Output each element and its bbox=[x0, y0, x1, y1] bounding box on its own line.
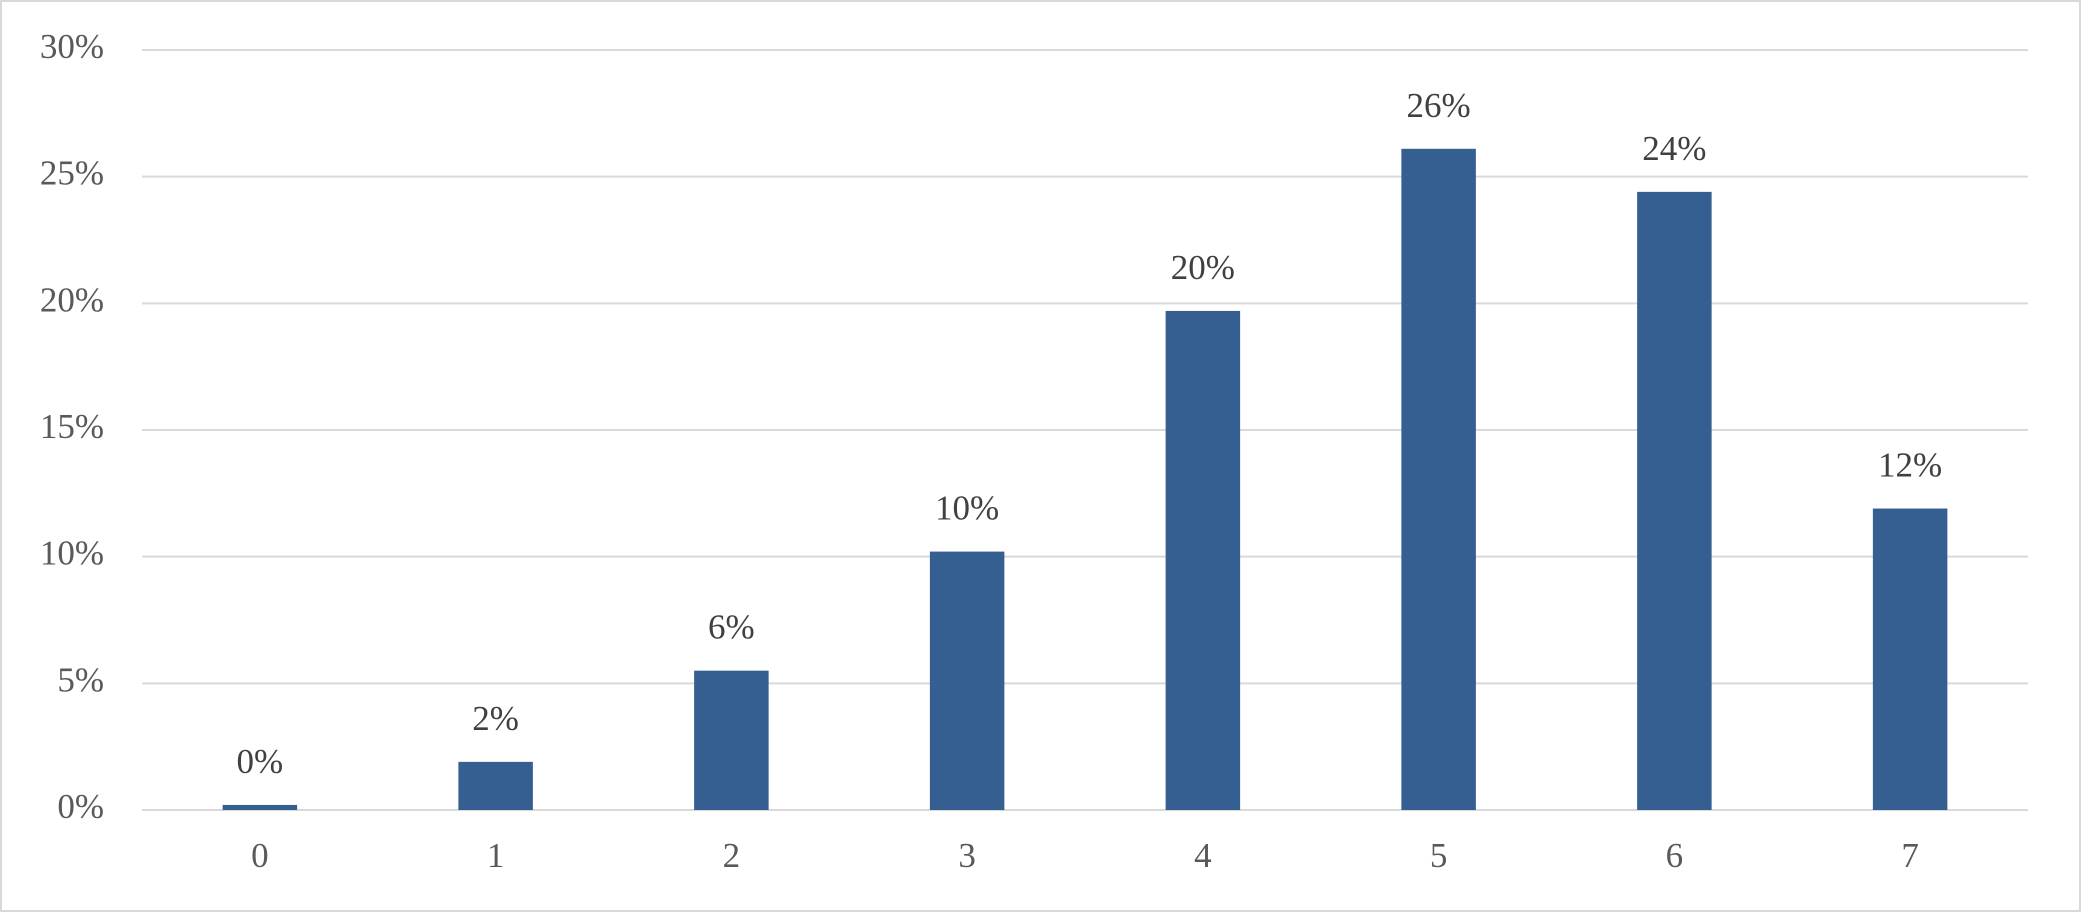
value-label: 10% bbox=[935, 489, 999, 528]
value-label: 6% bbox=[708, 608, 755, 647]
y-tick-label: 30% bbox=[40, 27, 104, 66]
value-label: 24% bbox=[1642, 129, 1706, 168]
y-tick-label: 5% bbox=[57, 660, 104, 699]
x-tick-label: 1 bbox=[487, 836, 505, 875]
bar bbox=[222, 804, 298, 810]
bar bbox=[1872, 508, 1948, 810]
value-label: 12% bbox=[1878, 446, 1942, 485]
y-tick-label: 25% bbox=[40, 154, 104, 193]
x-tick-label: 5 bbox=[1430, 836, 1448, 875]
x-tick-label: 4 bbox=[1194, 836, 1212, 875]
y-tick-label: 0% bbox=[57, 787, 104, 826]
bar bbox=[1401, 148, 1476, 811]
bar bbox=[1165, 310, 1241, 810]
y-tick-label: 15% bbox=[40, 407, 104, 446]
bar bbox=[1637, 191, 1712, 810]
bar bbox=[694, 670, 769, 810]
value-label: 26% bbox=[1407, 86, 1471, 125]
y-tick-label: 10% bbox=[40, 534, 104, 573]
value-label: 2% bbox=[472, 699, 519, 738]
x-tick-label: 0 bbox=[251, 836, 269, 875]
x-tick-label: 3 bbox=[958, 836, 976, 875]
y-tick-label: 20% bbox=[40, 280, 104, 319]
x-tick-label: 2 bbox=[723, 836, 741, 875]
value-label: 20% bbox=[1171, 248, 1235, 287]
x-tick-label: 6 bbox=[1666, 836, 1684, 875]
bar bbox=[458, 761, 533, 810]
x-tick-label: 7 bbox=[1901, 836, 1919, 875]
value-label: 0% bbox=[237, 742, 284, 781]
bar bbox=[929, 551, 1005, 810]
